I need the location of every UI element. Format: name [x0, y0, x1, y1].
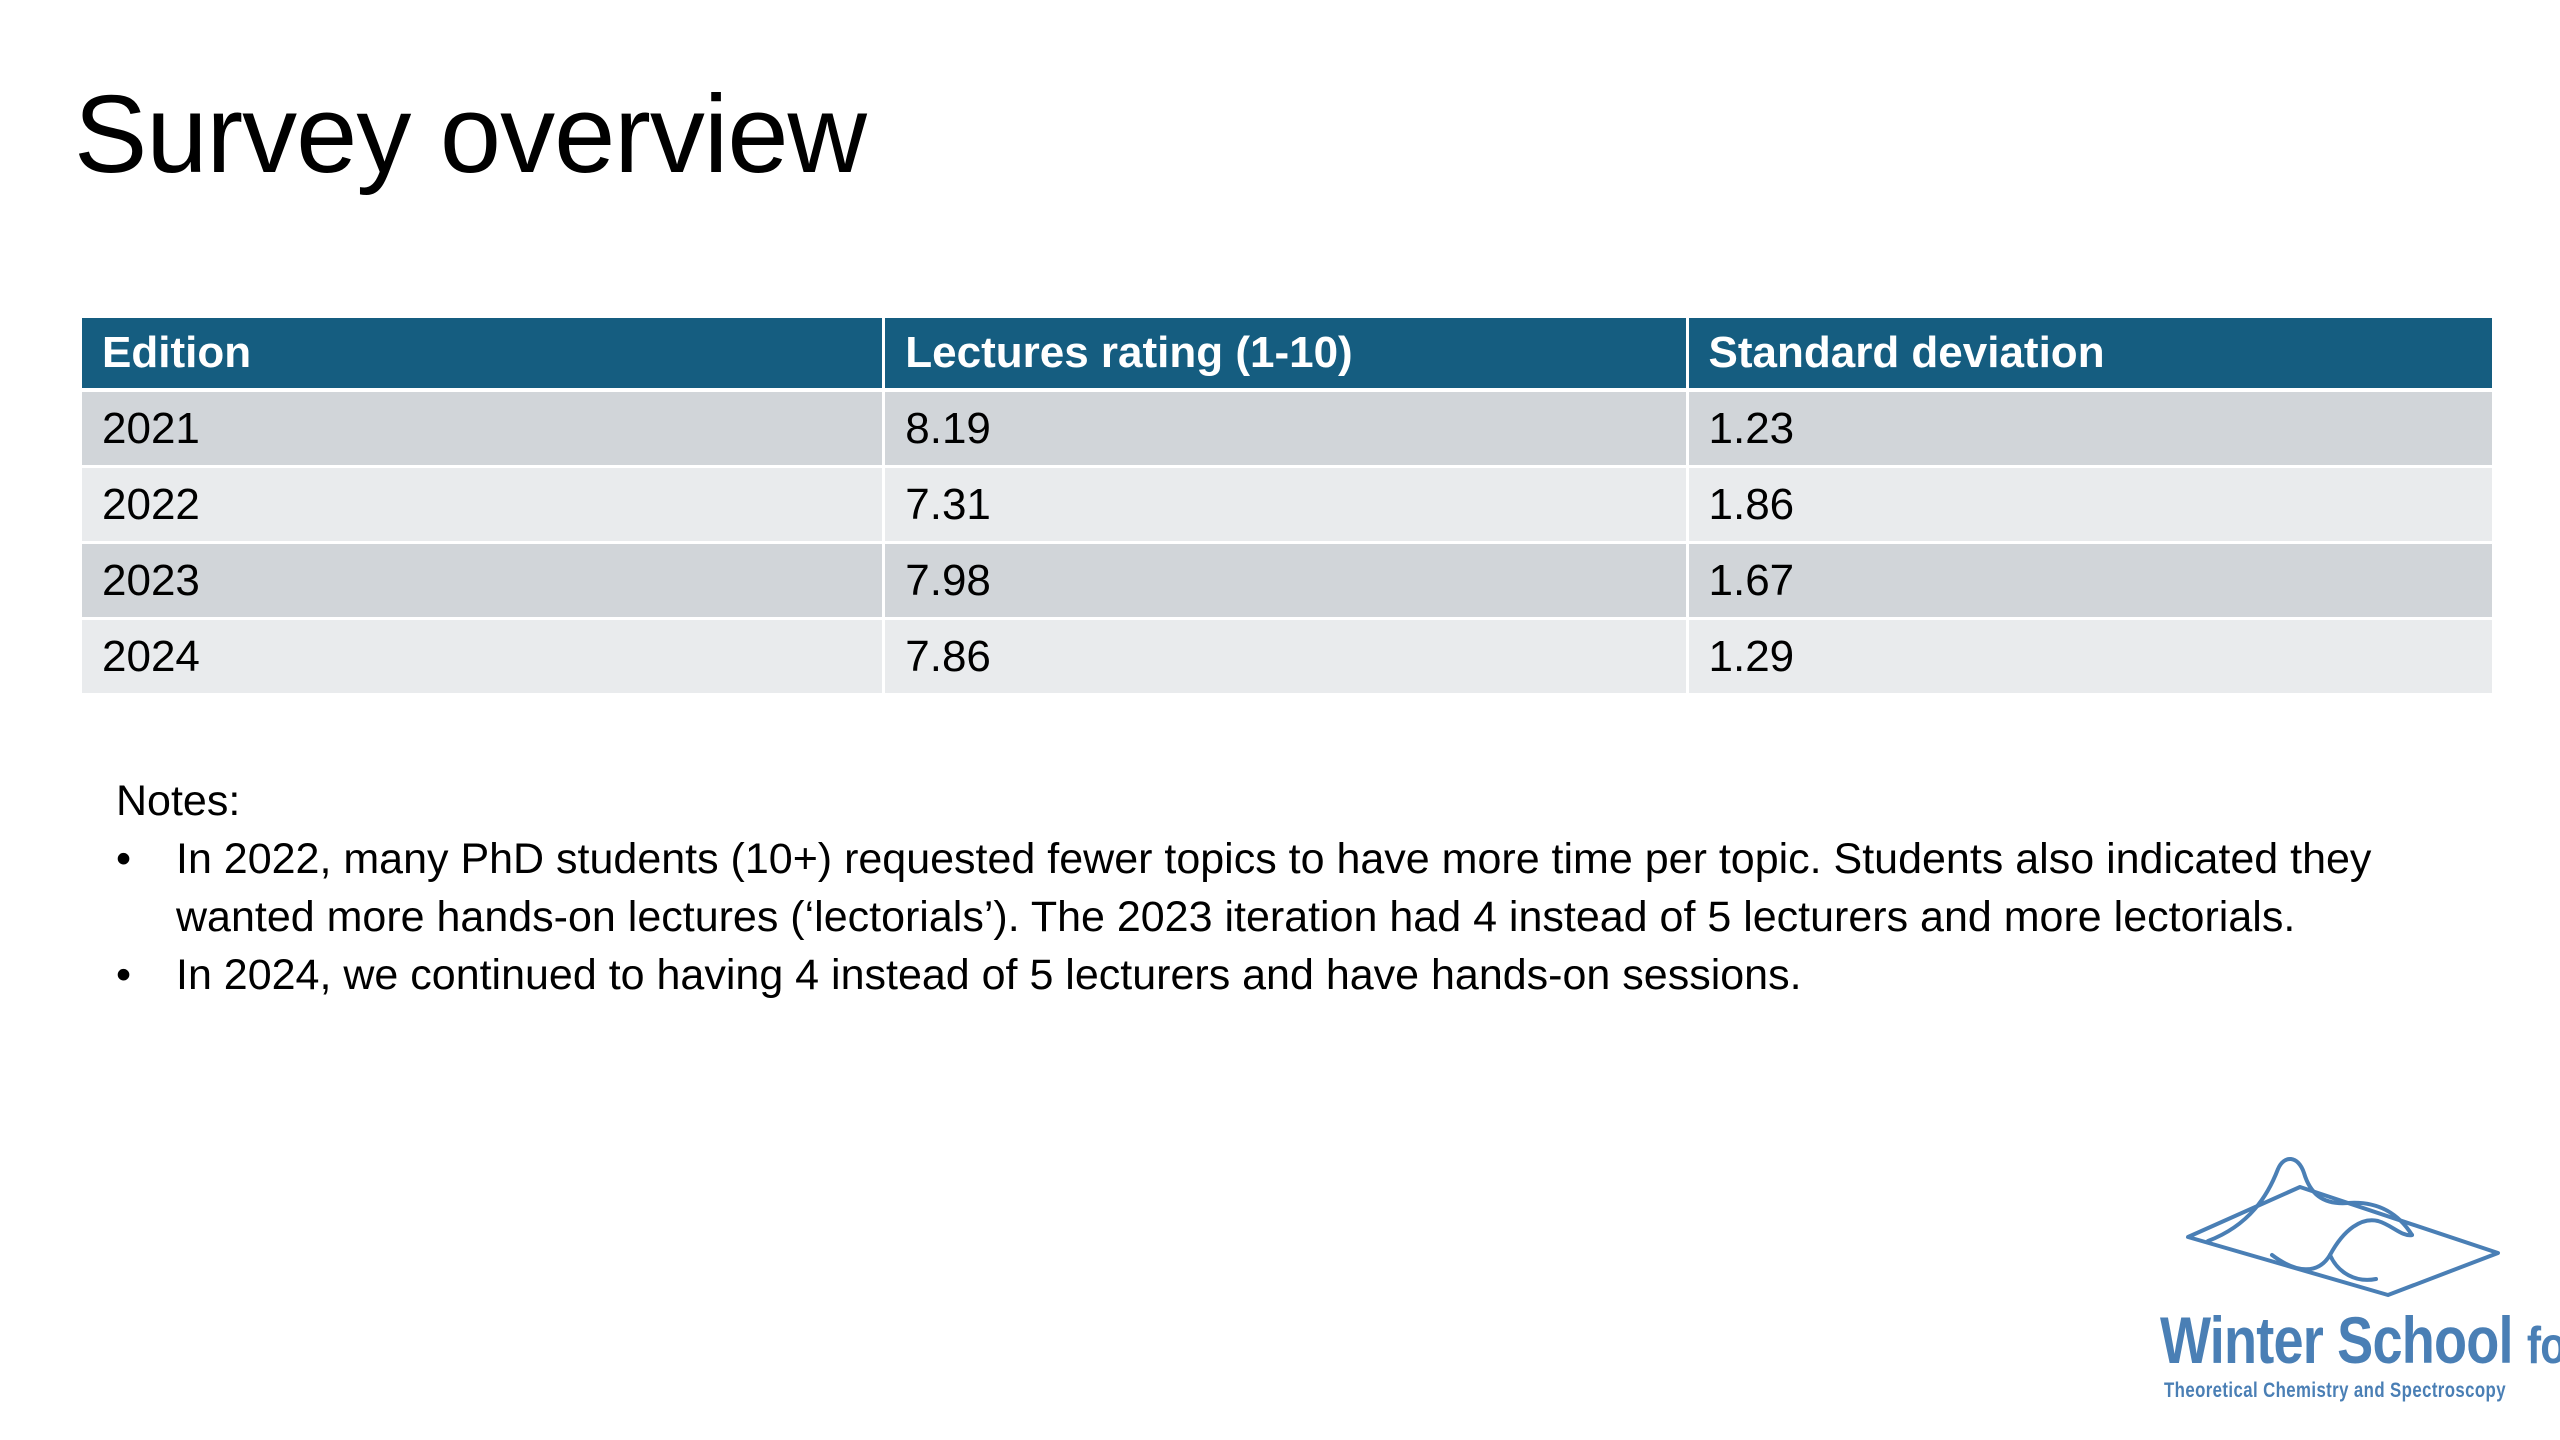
cell-lectures-rating: 7.98 [885, 544, 1689, 620]
cell-standard-deviation: 1.23 [1688, 392, 2492, 468]
bullet-icon: • [116, 835, 132, 883]
cell-edition: 2024 [82, 620, 886, 696]
notes-heading: Notes: [116, 777, 241, 825]
logo-wordmark: Winter School for [2160, 1307, 2560, 1373]
cell-standard-deviation: 1.67 [1688, 544, 2492, 620]
notes-section: Notes: • In 2022, many PhD students (10+… [116, 772, 2476, 1004]
cell-edition: 2022 [82, 468, 886, 544]
column-header-edition: Edition [82, 318, 886, 392]
survey-table: Edition Lectures rating (1-10) Standard … [82, 318, 2492, 696]
table-row: 2023 7.98 1.67 [82, 544, 2492, 620]
column-header-standard-deviation: Standard deviation [1688, 318, 2492, 392]
note-text: In 2022, many PhD students (10+) request… [176, 835, 2372, 941]
cell-edition: 2023 [82, 544, 886, 620]
cell-lectures-rating: 7.31 [885, 468, 1689, 544]
potential-energy-surface-icon [2186, 1157, 2500, 1297]
logo-name-suffix: for [2526, 1317, 2560, 1375]
notes-list: • In 2022, many PhD students (10+) reque… [116, 830, 2476, 1004]
column-header-lectures-rating: Lectures rating (1-10) [885, 318, 1689, 392]
table-row: 2024 7.86 1.29 [82, 620, 2492, 696]
cell-standard-deviation: 1.86 [1688, 468, 2492, 544]
logo-subtitle: Theoretical Chemistry and Spectroscopy [2164, 1379, 2506, 1402]
table-header-row: Edition Lectures rating (1-10) Standard … [82, 318, 2492, 392]
slide-title: Survey overview [74, 73, 867, 196]
bullet-icon: • [116, 951, 132, 999]
note-text: In 2024, we continued to having 4 instea… [176, 951, 1802, 999]
logo-name: Winter School [2160, 1303, 2513, 1377]
winter-school-logo: Winter School for Theoretical Chemistry … [2150, 1155, 2560, 1415]
table-row: 2021 8.19 1.23 [82, 392, 2492, 468]
cell-lectures-rating: 7.86 [885, 620, 1689, 696]
list-item: • In 2024, we continued to having 4 inst… [116, 946, 2476, 1004]
list-item: • In 2022, many PhD students (10+) reque… [116, 830, 2476, 946]
cell-edition: 2021 [82, 392, 886, 468]
cell-standard-deviation: 1.29 [1688, 620, 2492, 696]
cell-lectures-rating: 8.19 [885, 392, 1689, 468]
table-row: 2022 7.31 1.86 [82, 468, 2492, 544]
